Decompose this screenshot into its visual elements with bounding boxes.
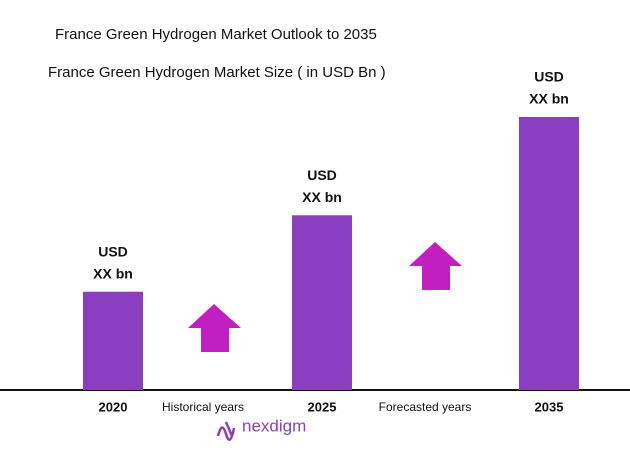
logo: nexdigm bbox=[242, 416, 306, 435]
data-label: XX bn bbox=[93, 265, 133, 281]
x-tick-label: 2025 bbox=[308, 399, 337, 414]
annotation: Forecasted years bbox=[379, 400, 472, 414]
bar bbox=[292, 215, 352, 390]
data-label: USD bbox=[98, 243, 128, 259]
arrow bbox=[409, 242, 462, 290]
bar bbox=[519, 117, 579, 390]
data-label: USD bbox=[307, 167, 337, 183]
x-tick-label: 2035 bbox=[535, 399, 564, 414]
chart-title: France Green Hydrogen Market Outlook to … bbox=[55, 26, 377, 43]
bar bbox=[83, 291, 143, 390]
data-label: XX bn bbox=[302, 189, 342, 205]
x-tick-label: 2020 bbox=[99, 399, 128, 414]
data-label: USD bbox=[534, 69, 564, 85]
chart-subtitle: France Green Hydrogen Market Size ( in U… bbox=[48, 64, 386, 81]
logo-icon bbox=[216, 421, 236, 441]
arrow bbox=[188, 304, 241, 352]
data-label: XX bn bbox=[529, 91, 569, 107]
annotation: Historical years bbox=[162, 400, 244, 414]
